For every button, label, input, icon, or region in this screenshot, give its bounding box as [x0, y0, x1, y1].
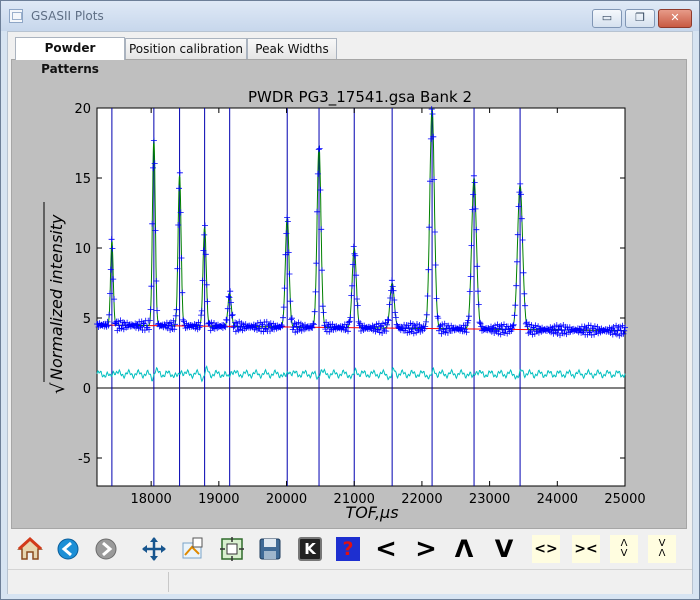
back-icon — [57, 538, 79, 560]
y-axis-label: √ Normalized intensity — [43, 202, 69, 394]
minimize-button[interactable]: ▭ — [592, 9, 622, 28]
x-tick-label: 24000 — [537, 492, 578, 507]
help-button[interactable]: ? — [334, 535, 362, 563]
expand-y-icon: Λ V — [620, 538, 628, 559]
plot-panel: PWDR PG3_17541.gsa Bank 2 18000 19000 2000… — [11, 59, 687, 529]
save-icon — [259, 538, 281, 560]
y-tick-label: 20 — [74, 102, 91, 117]
key-help-button[interactable]: K — [296, 535, 324, 563]
tab-powder-patterns[interactable]: Powder Patterns — [15, 37, 125, 76]
x-tick-label: 18000 — [130, 492, 171, 507]
help-glyph: ? — [342, 538, 354, 560]
title-bar[interactable]: GSASII Plots ▭ ❐ ✕ — [1, 1, 699, 31]
forward-icon — [95, 538, 117, 560]
plot-toolbar: K ? < > Λ V <> >< Λ V V Λ — [8, 529, 692, 569]
restore-button[interactable]: ❐ — [625, 9, 655, 28]
forward-button[interactable] — [92, 535, 120, 563]
zoom-button[interactable] — [178, 535, 206, 563]
back-button[interactable] — [54, 535, 82, 563]
help-icon: ? — [336, 537, 360, 561]
app-icon — [9, 9, 23, 23]
zoom-icon — [182, 537, 203, 559]
status-bar — [8, 569, 692, 594]
y-tick-label: -5 — [78, 452, 91, 467]
pan-icon — [142, 537, 166, 561]
x-tick-label: 20000 — [266, 492, 307, 507]
powder-pattern-chart[interactable]: PWDR PG3_17541.gsa Bank 2 18000 19000 2000… — [12, 60, 686, 528]
observed-points — [94, 106, 628, 339]
shrink-y-icon: V Λ — [658, 538, 666, 559]
subplots-icon — [220, 537, 244, 561]
shift-up-button[interactable]: Λ — [450, 535, 478, 563]
tab-peak-widths[interactable]: Peak Widths — [247, 38, 337, 60]
x-tick-label: 22000 — [401, 492, 442, 507]
x-axis-label: TOF,µs — [345, 503, 398, 522]
pan-button[interactable] — [140, 535, 168, 563]
x-tick-label: 25000 — [604, 492, 645, 507]
minimize-icon: ▭ — [601, 11, 613, 24]
status-bar-divider — [168, 572, 169, 592]
tab-label: Position calibration — [128, 42, 244, 56]
expand-y-button[interactable]: Λ V — [610, 535, 638, 563]
shift-up-icon: Λ — [454, 535, 474, 563]
shift-down-button[interactable]: V — [490, 535, 518, 563]
chart-title: PWDR PG3_17541.gsa Bank 2 — [248, 88, 472, 107]
shrink-y-button[interactable]: V Λ — [648, 535, 676, 563]
client-area: Powder Patterns Position calibration Pea… — [7, 31, 693, 594]
tab-label: Powder Patterns — [41, 41, 99, 76]
restore-icon: ❐ — [635, 11, 645, 24]
shift-down-icon: V — [494, 535, 514, 563]
shift-left-icon: < — [375, 534, 397, 564]
home-button[interactable] — [16, 535, 44, 563]
y-axis-sqrt-symbol: √ — [48, 382, 69, 394]
shrink-x-button[interactable]: >< — [572, 535, 600, 563]
shrink-x-icon: >< — [574, 541, 598, 557]
key-help-glyph: K — [304, 540, 316, 558]
difference-curve — [96, 365, 626, 383]
y-tick-label: 5 — [83, 312, 91, 327]
x-tick-label: 21000 — [334, 492, 375, 507]
window-title: GSASII Plots — [31, 9, 104, 23]
y-axis-label-text: Normalized intensity — [47, 214, 66, 380]
close-icon: ✕ — [670, 11, 680, 24]
x-tick-label: 23000 — [469, 492, 510, 507]
key-help-icon: K — [298, 537, 322, 561]
shift-right-button[interactable]: > — [412, 535, 440, 563]
y-tick-label: 0 — [83, 382, 91, 397]
subplots-button[interactable] — [218, 535, 246, 563]
home-icon — [17, 536, 43, 560]
y-tick-label: 10 — [74, 242, 91, 257]
tab-position-calibration[interactable]: Position calibration — [125, 38, 247, 60]
save-button[interactable] — [256, 535, 284, 563]
x-tick-label: 19000 — [198, 492, 239, 507]
plot-area[interactable] — [96, 107, 626, 487]
expand-x-icon: <> — [534, 541, 558, 557]
y-tick-label: 15 — [74, 172, 91, 187]
shift-left-button[interactable]: < — [372, 535, 400, 563]
tab-label: Peak Widths — [255, 42, 329, 56]
close-button[interactable]: ✕ — [658, 9, 692, 28]
shift-right-icon: > — [415, 534, 437, 564]
expand-x-button[interactable]: <> — [532, 535, 560, 563]
